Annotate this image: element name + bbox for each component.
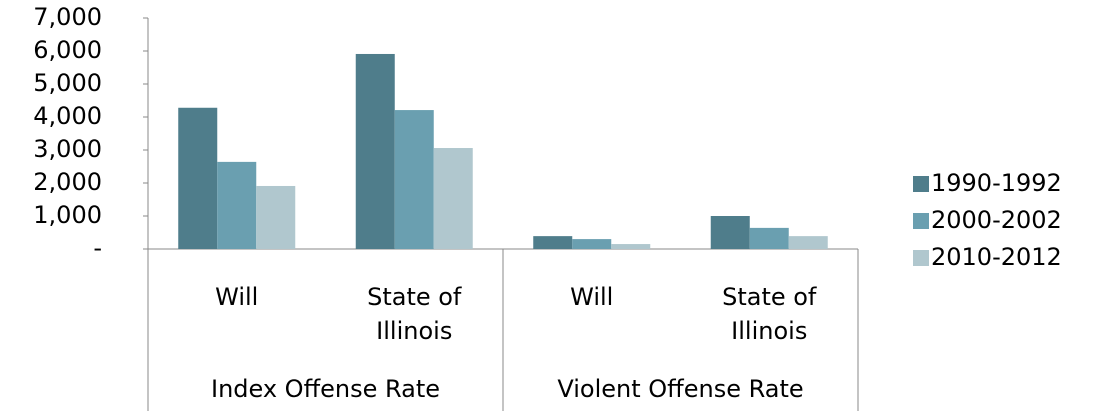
bar bbox=[394, 110, 434, 249]
x-tick-label: Will bbox=[215, 283, 258, 311]
bar bbox=[178, 107, 218, 249]
bar bbox=[217, 161, 257, 249]
group-label: Violent Offense Rate bbox=[557, 375, 803, 403]
x-tick-label: Will bbox=[570, 283, 613, 311]
bar bbox=[788, 236, 828, 249]
bar bbox=[433, 148, 473, 249]
y-tick-label: 6,000 bbox=[33, 36, 102, 64]
bar bbox=[533, 236, 573, 249]
x-tick-label: State of Illinois bbox=[722, 283, 817, 345]
legend-swatch bbox=[913, 250, 929, 266]
legend-label: 2010-2012 bbox=[931, 243, 1062, 271]
y-tick-label: 7,000 bbox=[33, 3, 102, 31]
bar bbox=[749, 227, 789, 249]
bar bbox=[611, 244, 651, 249]
y-tick-label: 3,000 bbox=[33, 135, 102, 163]
y-tick-label: 4,000 bbox=[33, 102, 102, 130]
x-tick-label: State of Illinois bbox=[367, 283, 462, 345]
group-label: Index Offense Rate bbox=[211, 375, 440, 403]
bar bbox=[355, 53, 395, 249]
y-tick-label: 5,000 bbox=[33, 69, 102, 97]
legend-label: 1990-1992 bbox=[931, 169, 1062, 197]
legend-label: 2000-2002 bbox=[931, 206, 1062, 234]
bar bbox=[710, 216, 750, 249]
legend-swatch bbox=[913, 176, 929, 192]
legend-swatch bbox=[913, 213, 929, 229]
bar bbox=[256, 185, 296, 249]
y-tick-label: 1,000 bbox=[33, 201, 102, 229]
y-tick-label: - bbox=[93, 234, 102, 262]
y-tick-label: 2,000 bbox=[33, 168, 102, 196]
bar bbox=[572, 239, 612, 249]
